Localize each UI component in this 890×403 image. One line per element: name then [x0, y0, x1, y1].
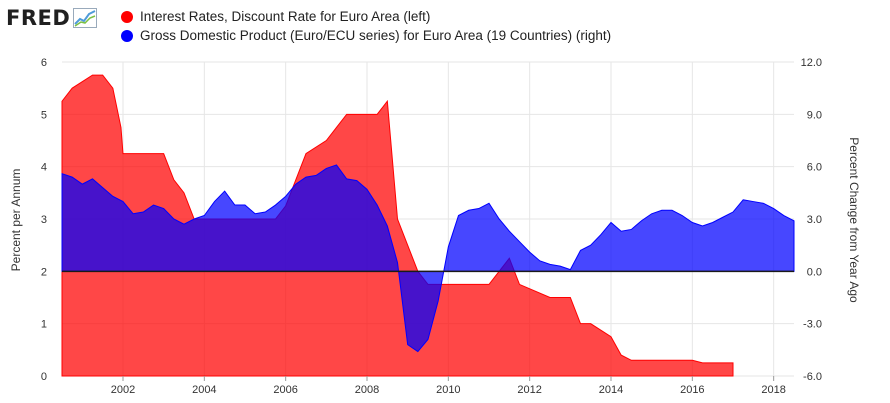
area-gdp — [61, 164, 795, 353]
right-tick-label: -6.0 — [803, 371, 822, 383]
left-tick-label: 6 — [41, 57, 47, 69]
right-tick-label: 6.0 — [807, 162, 822, 174]
legend-item-gdp[interactable]: Gross Domestic Product (Euro/ECU series)… — [121, 26, 611, 45]
x-tick-label: 2018 — [761, 384, 785, 396]
left-tick-label: 2 — [41, 266, 47, 278]
left-axis-title: Percent per Annum — [9, 169, 23, 272]
legend-label: Gross Domestic Product (Euro/ECU series)… — [140, 28, 612, 43]
legend-marker-red-dot — [121, 10, 133, 23]
right-axis-ticks: -6.0 -3.0 0.0 3.0 6.0 9.0 12.0 — [801, 57, 822, 383]
x-tick-label: 2004 — [192, 384, 216, 396]
x-tick-label: 2012 — [517, 384, 541, 396]
right-tick-label: 12.0 — [801, 57, 822, 69]
x-tick-label: 2014 — [599, 384, 623, 396]
series-gdp — [61, 164, 795, 353]
series-interest-rates — [61, 74, 734, 377]
right-tick-label: 3.0 — [807, 214, 822, 226]
left-tick-label: 5 — [41, 109, 47, 121]
x-tick-label: 2002 — [111, 384, 135, 396]
right-tick-label: 9.0 — [807, 109, 822, 121]
right-tick-label: -3.0 — [803, 319, 822, 331]
left-axis-ticks: 0 1 2 3 4 5 6 — [41, 57, 47, 383]
left-tick-label: 1 — [41, 319, 47, 331]
area-interest-rates — [61, 74, 734, 377]
left-tick-label: 0 — [41, 371, 47, 383]
legend-item-interest-rates[interactable]: Interest Rates, Discount Rate for Euro A… — [121, 7, 611, 26]
legend-marker-blue-dot — [121, 29, 133, 42]
legend-label: Interest Rates, Discount Rate for Euro A… — [140, 9, 431, 24]
chart-legend: Interest Rates, Discount Rate for Euro A… — [121, 7, 611, 45]
x-tick-label: 2008 — [355, 384, 379, 396]
right-axis-title: Percent Change from Year Ago — [847, 137, 861, 303]
fred-logo[interactable]: FRED — [6, 6, 98, 30]
x-tick-label: 2006 — [273, 384, 297, 396]
logo-text: FRED — [6, 6, 71, 30]
logo-graph-icon — [73, 8, 98, 28]
left-tick-label: 4 — [41, 162, 47, 174]
x-tick-label: 2016 — [680, 384, 704, 396]
x-axis-ticks: 2002 2004 2006 2008 2010 2012 2014 2016 2018 — [111, 376, 786, 396]
left-tick-label: 3 — [41, 214, 47, 226]
right-tick-label: 0.0 — [807, 266, 822, 278]
x-tick-label: 2010 — [436, 384, 460, 396]
